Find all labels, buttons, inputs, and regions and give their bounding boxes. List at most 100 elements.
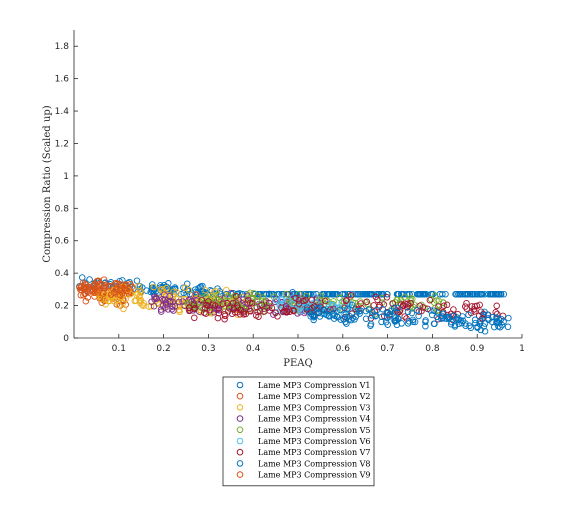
legend-label: Lame MP3 Compression V4: [258, 415, 371, 424]
data-point: [415, 312, 422, 320]
data-point: [379, 290, 386, 298]
data-point: [348, 316, 355, 324]
data-point: [168, 305, 176, 313]
data-point: [401, 293, 408, 301]
legend-marker: [236, 437, 244, 445]
data-point: [404, 300, 411, 307]
data-point: [295, 290, 303, 298]
data-point: [202, 287, 209, 294]
data-point: [182, 284, 189, 292]
data-point: [465, 311, 472, 319]
y-tick-label: 0.2: [55, 302, 69, 312]
data-point: [384, 309, 392, 317]
data-point: [152, 294, 160, 301]
data-point: [455, 320, 463, 328]
data-point: [363, 298, 371, 306]
data-point: [135, 282, 142, 290]
legend-item: Lame MP3 Compression V3: [236, 403, 371, 412]
data-point: [389, 300, 397, 307]
legend-box: [222, 376, 375, 487]
data-point: [355, 308, 363, 315]
data-point: [272, 296, 280, 304]
data-point: [504, 323, 512, 331]
data-point: [186, 307, 193, 315]
data-point: [282, 303, 290, 310]
data-point: [466, 322, 473, 330]
data-point: [319, 290, 326, 298]
data-point: [447, 320, 455, 328]
data-point: [157, 286, 165, 294]
legend-item: Lame MP3 Compression V9: [236, 471, 371, 480]
data-point: [474, 323, 481, 331]
data-point: [276, 300, 283, 308]
data-point: [493, 310, 501, 318]
legend-marker: [236, 448, 244, 456]
legend-item: Lame MP3 Compression V2: [236, 392, 371, 401]
data-point: [448, 318, 455, 326]
data-point: [175, 298, 183, 306]
data-point: [287, 298, 294, 306]
data-point: [286, 308, 294, 315]
data-point: [161, 291, 168, 298]
data-point: [147, 303, 155, 310]
data-point: [404, 320, 412, 327]
data-point: [378, 295, 386, 302]
data-point: [270, 293, 278, 301]
data-point: [316, 313, 324, 320]
data-point: [246, 307, 254, 315]
data-point: [416, 302, 424, 309]
data-point: [415, 308, 423, 315]
data-point: [212, 288, 220, 295]
legend-item: Lame MP3 Compression V5: [236, 426, 371, 435]
data-point: [223, 286, 230, 294]
data-point: [367, 322, 374, 329]
y-tick-label: 1.4: [55, 107, 70, 117]
data-point: [100, 290, 107, 297]
data-point: [343, 313, 351, 321]
legend: Lame MP3 Compression V1 Lame MP3 Compress…: [222, 376, 375, 487]
data-point: [214, 291, 221, 299]
data-point: [256, 307, 264, 314]
data-point: [116, 286, 124, 294]
data-point: [491, 323, 498, 331]
data-point: [368, 312, 376, 319]
data-point: [472, 319, 479, 327]
data-point: [254, 292, 262, 300]
data-point: [409, 295, 416, 303]
data-point: [401, 313, 408, 320]
data-point: [229, 299, 237, 307]
data-point: [398, 320, 405, 327]
legend-marker: [236, 392, 244, 400]
data-point: [505, 314, 512, 322]
data-point: [357, 307, 364, 314]
data-point: [426, 296, 434, 304]
data-point: [230, 306, 237, 313]
data-point: [209, 294, 216, 301]
legend-label: Lame MP3 Compression V2: [258, 392, 371, 401]
data-point: [445, 313, 452, 321]
data-point: [246, 289, 254, 296]
data-point: [325, 313, 333, 320]
data-point: [121, 285, 128, 292]
data-point: [493, 315, 500, 322]
data-point: [170, 288, 177, 296]
data-point: [315, 309, 322, 316]
data-point: [481, 328, 489, 335]
data-point: [228, 310, 236, 318]
data-point: [134, 290, 142, 297]
data-point: [255, 313, 262, 320]
data-point: [127, 290, 134, 298]
legend-marker: [236, 460, 244, 467]
data-point: [497, 315, 505, 323]
data-point: [122, 281, 129, 288]
data-point: [116, 291, 124, 299]
data-point: [139, 301, 146, 309]
data-point: [468, 303, 476, 310]
data-point: [440, 302, 448, 309]
legend-label: Lame MP3 Compression V3: [258, 403, 371, 412]
data-point: [164, 306, 172, 313]
data-point: [80, 292, 87, 299]
data-point: [498, 321, 506, 329]
x-axis-label: PEAQ: [283, 358, 312, 369]
data-point: [492, 309, 499, 316]
